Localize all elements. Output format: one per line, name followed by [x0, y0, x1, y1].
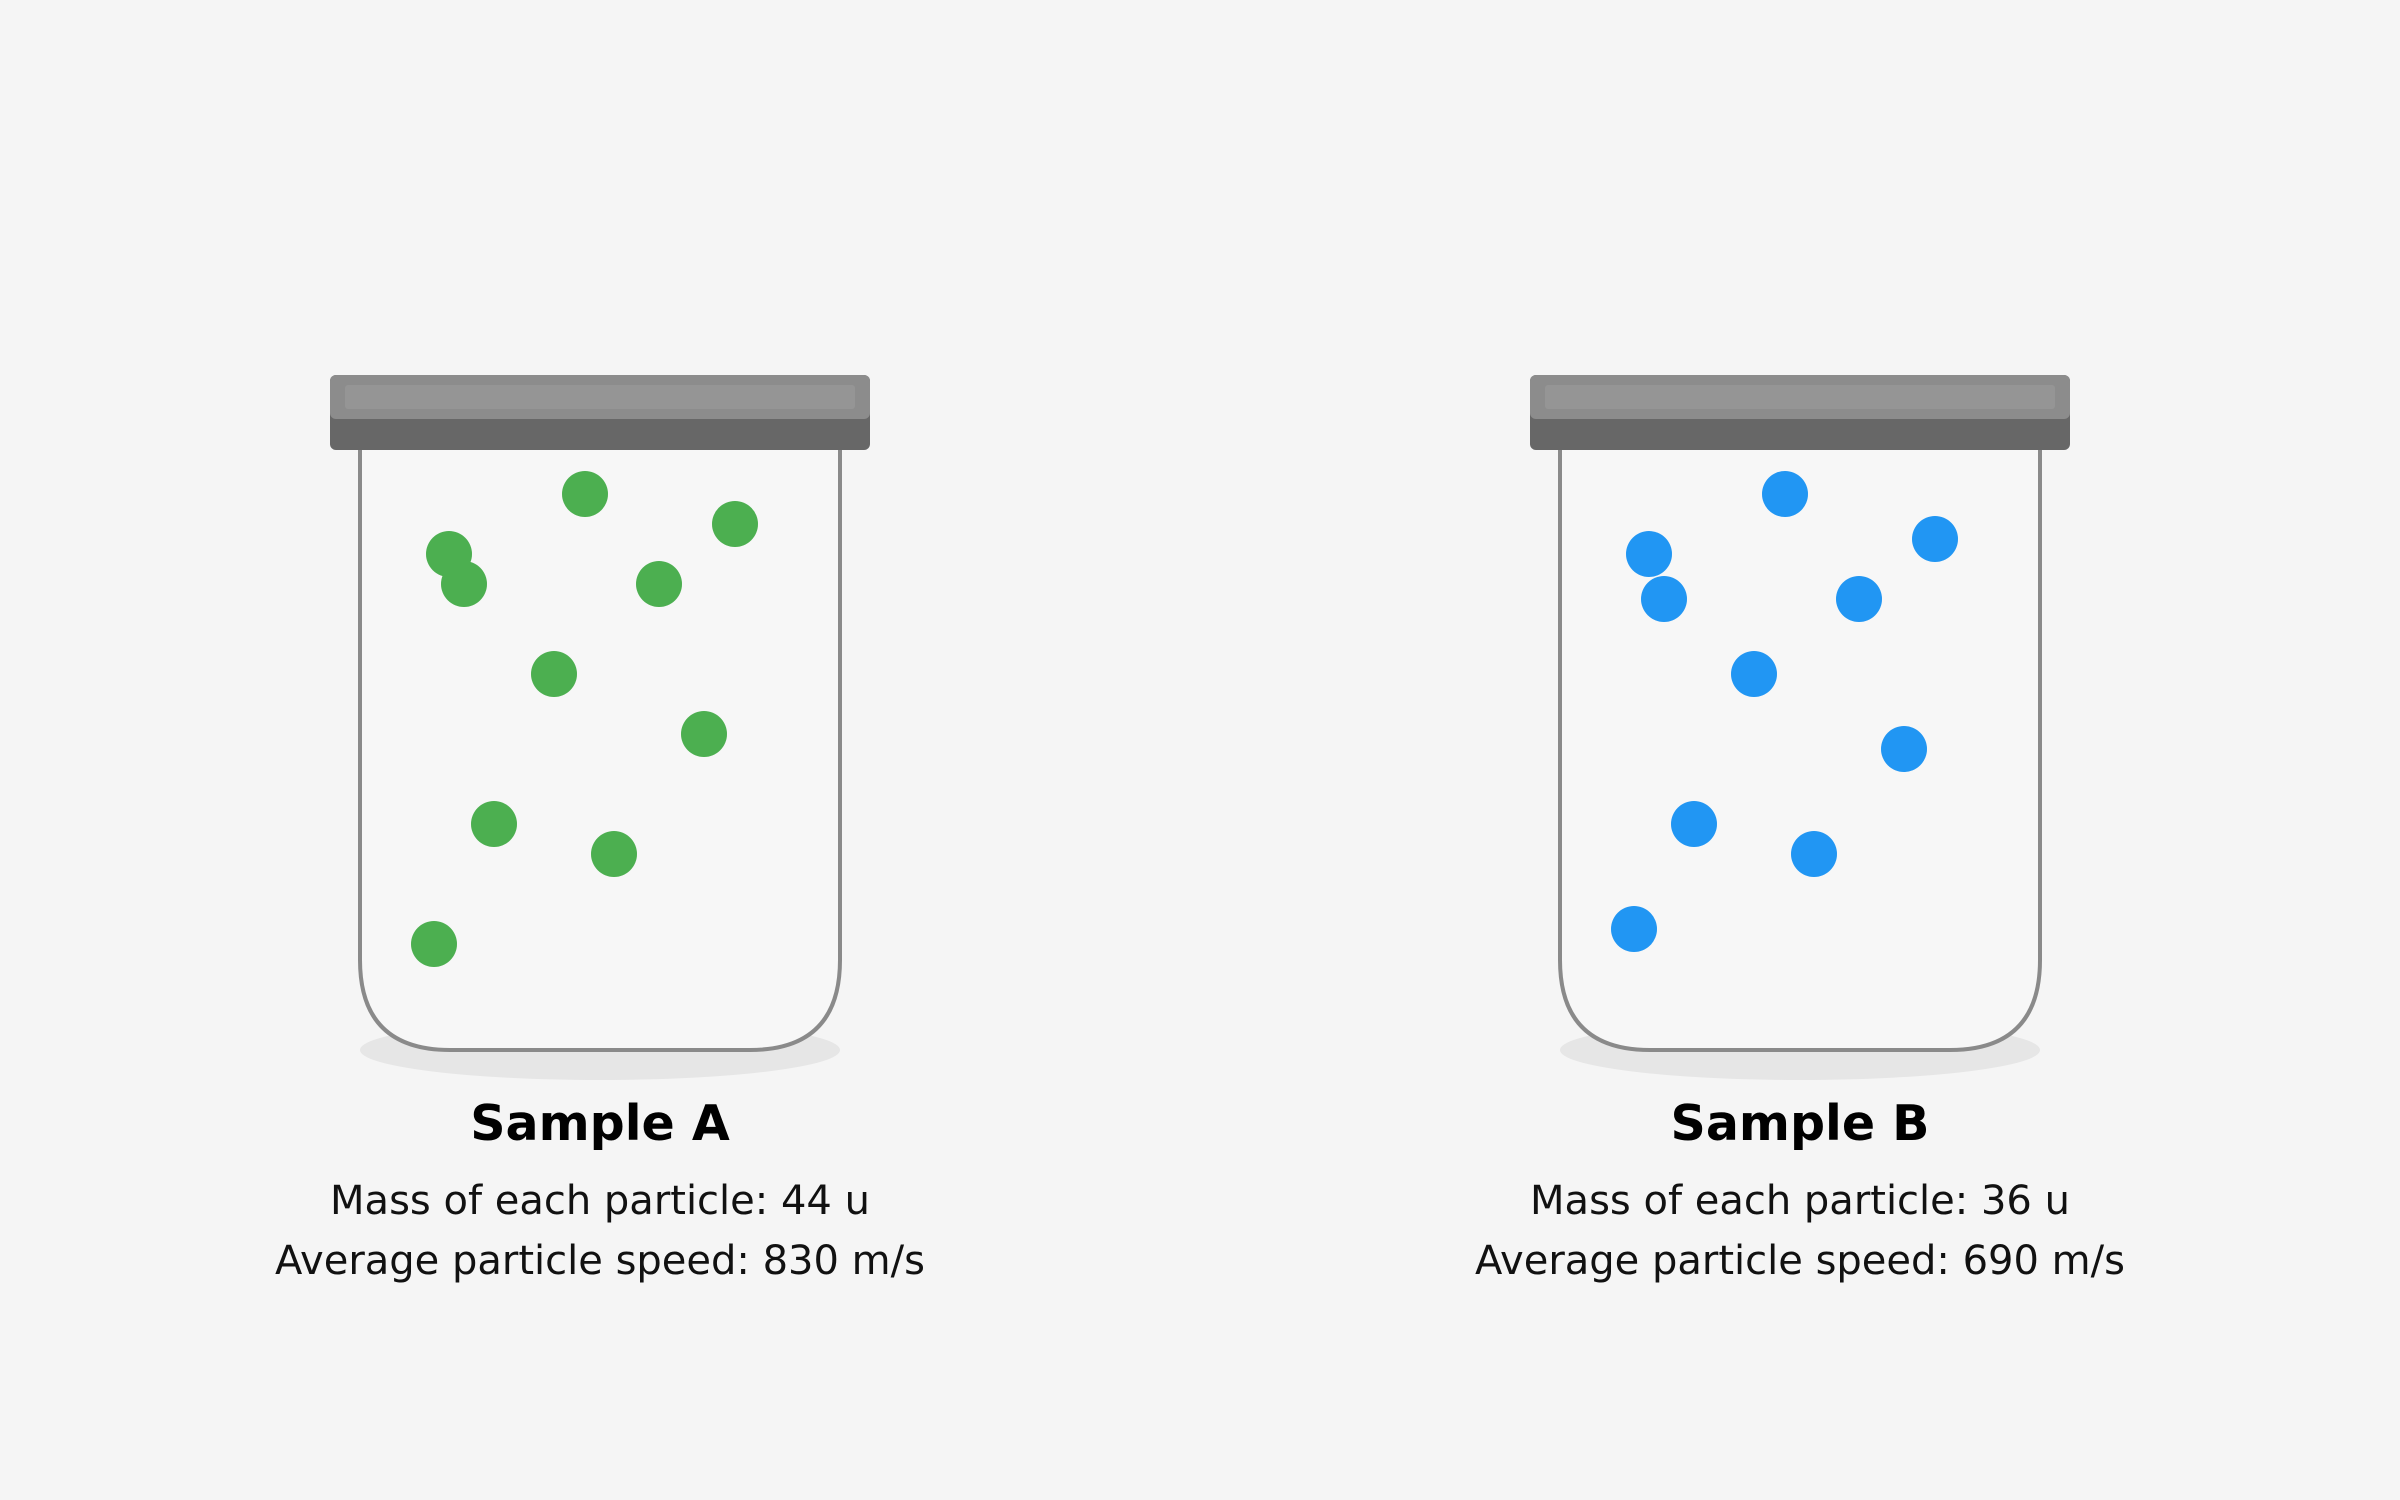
- particle: [531, 651, 577, 697]
- particle: [471, 801, 517, 847]
- sample-a-particles: [411, 471, 758, 967]
- sample-b-speed: Average particle speed: 690 m/s: [1475, 1238, 2125, 1284]
- particle: [562, 471, 608, 517]
- sample-a-mass: Mass of each particle: 44 u: [330, 1178, 870, 1224]
- particle: [1641, 576, 1687, 622]
- particle: [411, 921, 457, 967]
- particle: [1836, 576, 1882, 622]
- sample-b-mass: Mass of each particle: 36 u: [1530, 1178, 2070, 1224]
- particle: [1791, 831, 1837, 877]
- particle: [1671, 801, 1717, 847]
- sample-a-speed: Average particle speed: 830 m/s: [275, 1238, 925, 1284]
- particle: [1731, 651, 1777, 697]
- particle: [1626, 531, 1672, 577]
- particle: [591, 831, 637, 877]
- particle: [1762, 471, 1808, 517]
- particle: [712, 501, 758, 547]
- sample-a-jar: Sample A Mass of each particle: 44 u Ave…: [275, 375, 925, 1284]
- particle: [1611, 906, 1657, 952]
- particle: [1881, 726, 1927, 772]
- jar-lid-band: [345, 385, 855, 409]
- particle: [441, 561, 487, 607]
- particle: [636, 561, 682, 607]
- jar-lid-band: [1545, 385, 2055, 409]
- sample-b-title: Sample B: [1671, 1095, 1930, 1152]
- sample-a-title: Sample A: [470, 1095, 730, 1152]
- sample-b-particles: [1611, 471, 1958, 952]
- sample-b-jar: Sample B Mass of each particle: 36 u Ave…: [1475, 375, 2125, 1284]
- particle: [681, 711, 727, 757]
- particle: [1912, 516, 1958, 562]
